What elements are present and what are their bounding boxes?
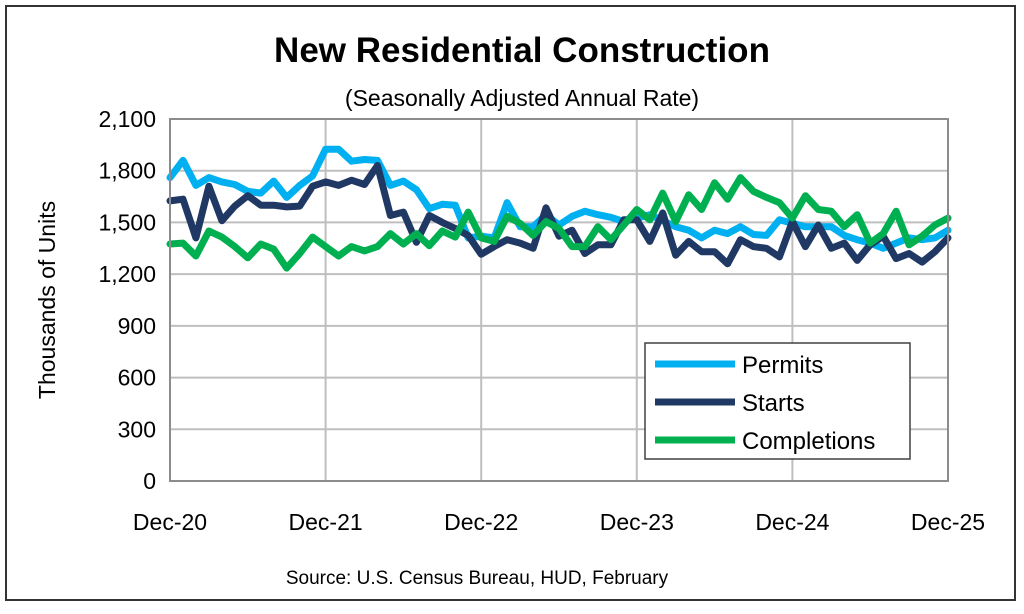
y-tick-label: 0 (143, 468, 156, 494)
legend-label-completions: Completions (742, 428, 875, 455)
x-tick-label: Dec-25 (911, 509, 985, 535)
series-line-starts (166, 162, 952, 268)
legend-label-starts: Starts (742, 390, 805, 417)
y-tick-label: 1,800 (98, 158, 156, 184)
plot-border (169, 118, 949, 482)
y-tick-label: 1,200 (98, 261, 156, 287)
chart-title: New Residential Construction (274, 31, 770, 70)
y-tick-label: 1,500 (98, 209, 156, 235)
y-tick-labels: 0 300 600 900 1,200 1,500 1,800 2,100 (98, 106, 156, 494)
legend: Permits Starts Completions (644, 342, 911, 460)
source-note: Source: U.S. Census Bureau, HUD, Februar… (286, 568, 669, 589)
y-tick-label: 900 (118, 313, 156, 339)
series-lines (166, 145, 952, 272)
x-tick-label: Dec-22 (444, 509, 518, 535)
y-tick-label: 2,100 (98, 106, 156, 132)
x-tick-label: Dec-24 (755, 509, 829, 535)
legend-label-permits: Permits (742, 352, 823, 379)
y-tick-label: 300 (118, 416, 156, 442)
y-axis-label: Thousands of Units (34, 201, 60, 399)
x-tick-labels: Dec-20 Dec-21 Dec-22 Dec-23 Dec-24 Dec-25 (133, 509, 985, 535)
y-tick-label: 600 (118, 365, 156, 391)
chart-frame (5, 5, 1016, 601)
series-line-completions (166, 174, 952, 272)
chart-subtitle: (Seasonally Adjusted Annual Rate) (345, 85, 699, 111)
x-tick-label: Dec-21 (289, 509, 363, 535)
x-tick-label: Dec-23 (600, 509, 674, 535)
x-tick-label: Dec-20 (133, 509, 207, 535)
